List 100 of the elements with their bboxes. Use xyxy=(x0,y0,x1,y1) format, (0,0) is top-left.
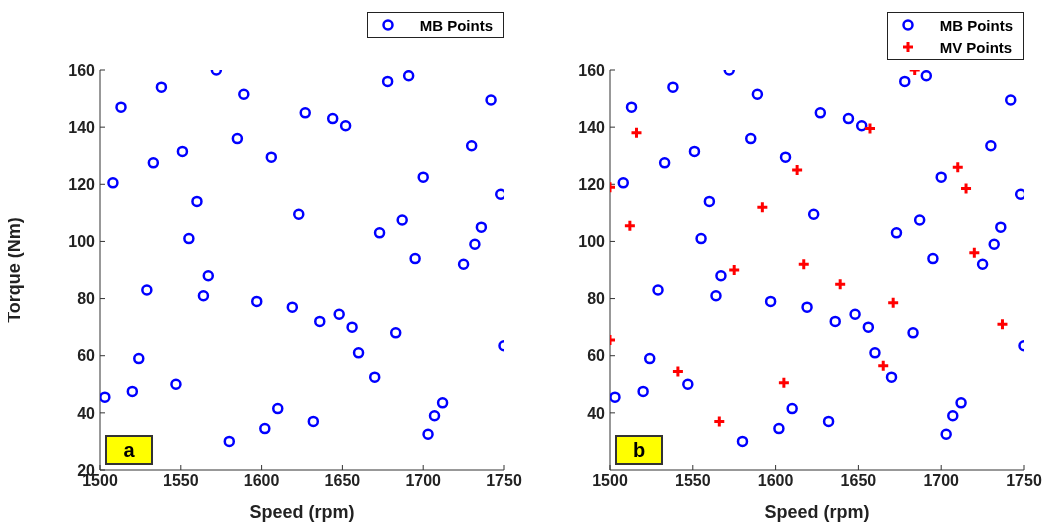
point xyxy=(352,347,365,359)
point xyxy=(623,219,637,233)
x-tick-label: 1750 xyxy=(1006,472,1042,490)
point xyxy=(773,422,785,435)
point xyxy=(231,132,244,145)
point xyxy=(890,227,903,239)
point xyxy=(422,428,434,441)
legend-label: MB Points xyxy=(419,16,493,34)
point xyxy=(436,397,449,409)
point xyxy=(976,258,989,271)
point xyxy=(402,70,415,82)
point xyxy=(988,238,1000,251)
point xyxy=(951,160,965,174)
annotation: b xyxy=(615,435,663,465)
point xyxy=(755,200,769,214)
point xyxy=(469,238,481,251)
legend-label: MB Points xyxy=(939,16,1013,34)
point xyxy=(417,171,429,183)
point xyxy=(617,177,629,189)
point xyxy=(396,214,408,226)
point xyxy=(955,397,967,409)
x-axis-title: Speed (rpm) xyxy=(249,502,355,522)
point xyxy=(202,269,215,282)
y-tick-label: 40 xyxy=(77,404,96,422)
point xyxy=(927,252,939,265)
x-axis-title: Speed (rpm) xyxy=(764,502,870,522)
point xyxy=(637,385,649,398)
point xyxy=(238,88,250,101)
point xyxy=(465,139,478,152)
point xyxy=(1014,188,1024,201)
point xyxy=(801,301,813,313)
point xyxy=(155,81,168,93)
point xyxy=(299,107,311,119)
x-tick-label: 1650 xyxy=(840,472,877,490)
y-tick-label: 80 xyxy=(77,290,96,308)
x-tick-label: 1600 xyxy=(243,472,280,490)
point xyxy=(265,151,278,163)
point xyxy=(920,70,933,82)
y-axis-title: Torque (Nm) xyxy=(4,217,25,323)
point xyxy=(658,157,671,169)
y-tick-label: 120 xyxy=(68,175,96,193)
point xyxy=(940,428,952,441)
point xyxy=(995,221,1007,233)
point xyxy=(339,119,352,132)
point xyxy=(855,119,868,132)
y-tick-label: 100 xyxy=(68,233,96,251)
point xyxy=(126,385,139,398)
legend-label: MV Points xyxy=(939,38,1013,56)
point xyxy=(293,208,305,221)
point xyxy=(712,414,726,428)
point xyxy=(777,376,791,390)
point xyxy=(886,296,900,310)
point xyxy=(223,435,236,448)
point xyxy=(779,151,792,163)
point xyxy=(251,295,263,308)
point xyxy=(842,112,855,125)
y-tick-label: 60 xyxy=(587,347,606,365)
point xyxy=(790,163,804,177)
point xyxy=(346,321,358,333)
point xyxy=(959,182,973,196)
point xyxy=(100,391,111,403)
point xyxy=(652,284,664,296)
point xyxy=(259,422,271,435)
point xyxy=(333,308,345,321)
point xyxy=(133,352,145,365)
annotation: a xyxy=(105,435,153,465)
point xyxy=(272,402,284,415)
point xyxy=(703,195,716,208)
y-tick-label: 80 xyxy=(587,290,606,308)
point xyxy=(183,232,195,245)
point xyxy=(170,378,182,391)
point xyxy=(907,327,919,339)
point xyxy=(913,214,926,226)
y-tick-label: 120 xyxy=(578,175,606,193)
point xyxy=(141,284,153,296)
point xyxy=(695,232,707,245)
point xyxy=(326,112,339,125)
point xyxy=(764,295,777,308)
y-tick-label: 100 xyxy=(578,233,606,251)
x-tick-label: 1500 xyxy=(592,472,628,490)
x-tick-label: 1650 xyxy=(324,472,361,490)
point xyxy=(736,435,749,448)
point xyxy=(643,352,656,365)
point xyxy=(115,101,127,113)
point xyxy=(667,81,679,93)
point xyxy=(610,391,621,403)
point xyxy=(286,301,299,313)
point xyxy=(485,94,497,106)
point xyxy=(829,315,841,328)
point xyxy=(797,257,811,271)
point xyxy=(935,171,947,183)
point xyxy=(671,364,685,378)
point xyxy=(176,145,189,158)
point xyxy=(833,277,847,291)
point xyxy=(457,258,470,271)
point xyxy=(985,139,997,152)
x-tick-label: 1750 xyxy=(486,472,522,490)
point xyxy=(715,269,727,282)
point xyxy=(191,195,203,208)
point xyxy=(967,246,981,260)
